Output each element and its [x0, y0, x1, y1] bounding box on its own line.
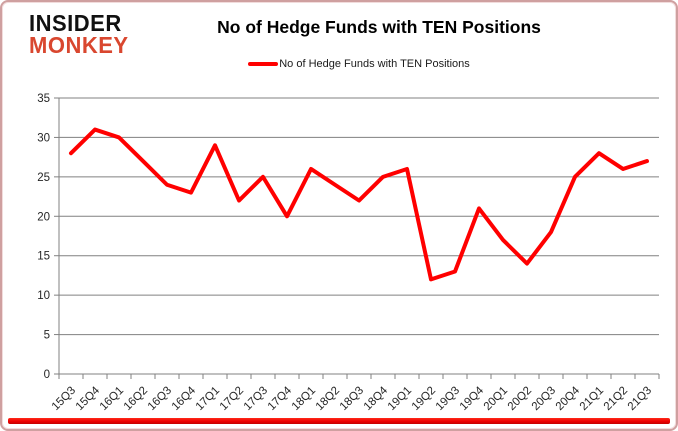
- bottom-red-bar: [8, 418, 670, 424]
- y-tick-label: 0: [44, 369, 50, 381]
- series-line: [69, 127, 649, 282]
- logo-line1: INSIDER: [29, 9, 122, 37]
- page-title: No of Hedge Funds with TEN Positions: [217, 17, 541, 37]
- x-tick-label: 15Q3: [50, 385, 78, 413]
- y-axis: 0 5 10 15 20 25 30 35: [37, 93, 60, 381]
- y-tick-label: 35: [37, 93, 50, 105]
- chart-legend: No of Hedge Funds with TEN Positions: [42, 58, 676, 70]
- x-tick-label: 19Q1: [386, 385, 414, 413]
- gridlines: [59, 97, 659, 336]
- x-tick-label: 20Q1: [482, 385, 510, 413]
- x-tick-label: 19Q3: [434, 385, 462, 413]
- x-tick-label: 20Q3: [530, 385, 558, 413]
- legend-label: No of Hedge Funds with TEN Positions: [279, 58, 470, 70]
- x-tick-label: 16Q3: [146, 385, 174, 413]
- logo-line2: MONKEY: [29, 31, 129, 58]
- x-tick-label: 21Q2: [602, 385, 630, 413]
- y-tick-label: 15: [37, 251, 50, 263]
- x-tick-labels: 15Q315Q416Q116Q216Q316Q417Q117Q217Q317Q4…: [50, 384, 654, 413]
- x-axis: [54, 373, 660, 379]
- x-tick-label: 20Q4: [554, 384, 583, 413]
- x-tick-label: 21Q1: [578, 385, 606, 413]
- y-tick-label: 5: [44, 330, 50, 342]
- x-tick-label: 18Q2: [314, 385, 342, 413]
- x-tick-label: 18Q1: [290, 385, 318, 413]
- x-tick-label: 19Q2: [410, 385, 438, 413]
- insider-monkey-logo: INSIDER MONKEY: [29, 9, 129, 58]
- x-tick-label: 18Q4: [362, 384, 391, 413]
- y-tick-label: 10: [37, 290, 50, 302]
- x-tick-label: 16Q2: [122, 385, 150, 413]
- x-tick-label: 15Q4: [74, 384, 103, 413]
- x-tick-label: 19Q4: [458, 384, 487, 413]
- x-tick-label: 18Q3: [338, 385, 366, 413]
- x-tick-label: 17Q4: [266, 384, 295, 413]
- x-tick-label: 17Q1: [194, 385, 222, 413]
- x-tick-label: 17Q2: [218, 385, 246, 413]
- x-tick-label: 17Q3: [242, 385, 270, 413]
- y-tick-label: 25: [37, 172, 50, 184]
- x-tick-label: 21Q3: [626, 385, 654, 413]
- y-tick-label: 30: [37, 132, 50, 144]
- legend-line-marker: [248, 62, 279, 66]
- x-tick-label: 16Q4: [170, 384, 199, 413]
- y-tick-label: 20: [37, 211, 50, 223]
- x-tick-label: 16Q1: [98, 385, 126, 413]
- x-tick-label: 20Q2: [506, 385, 534, 413]
